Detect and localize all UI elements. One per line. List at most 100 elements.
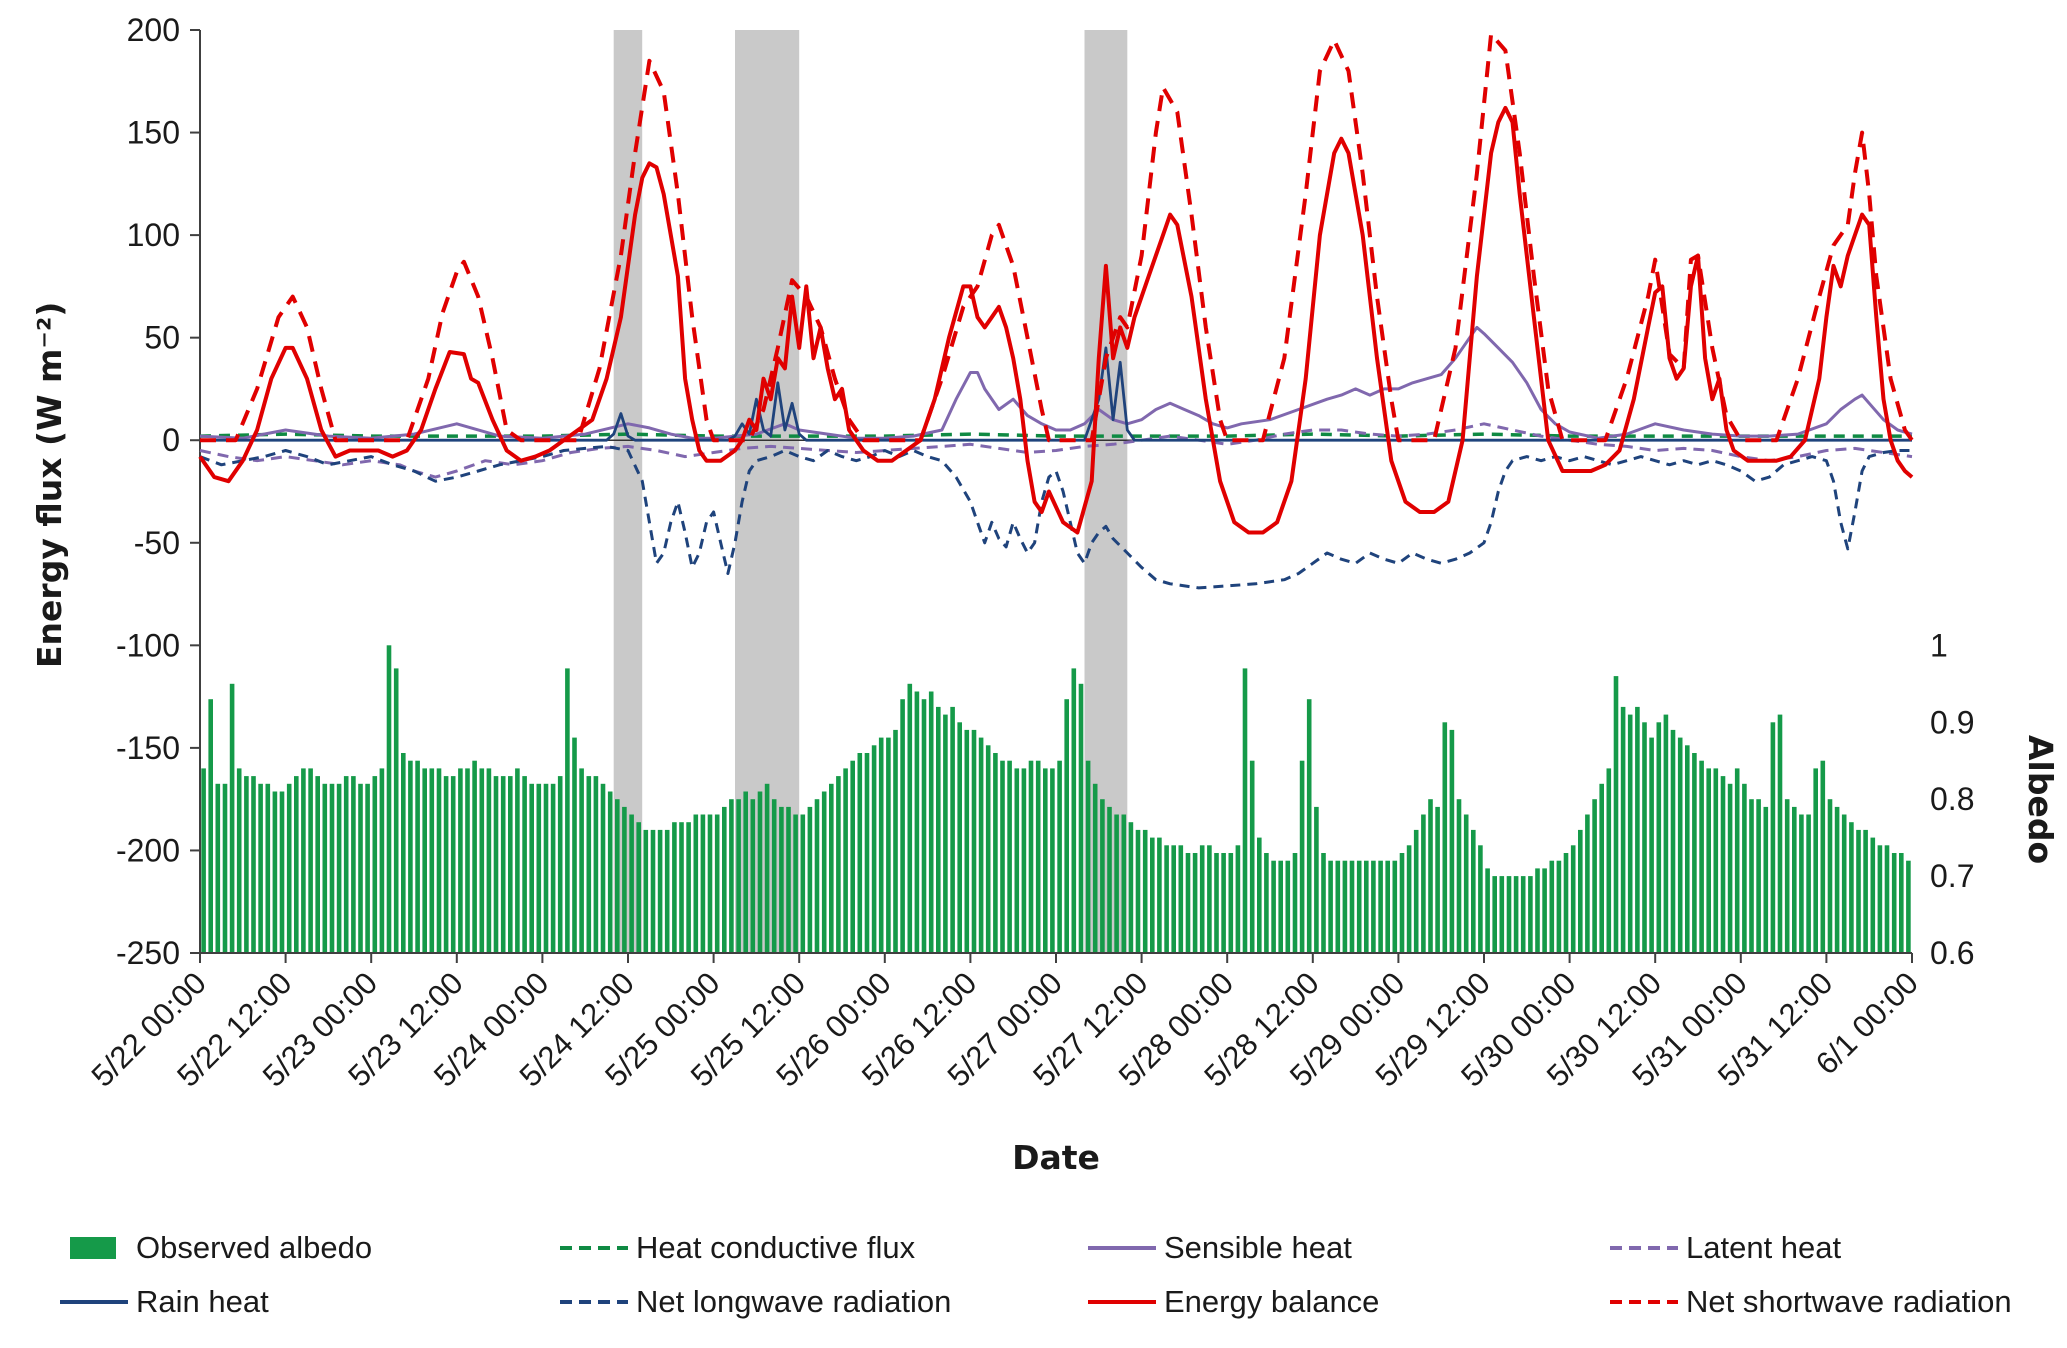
albedo-bar [1349, 860, 1355, 953]
albedo-bar [1235, 845, 1241, 953]
albedo-bar [936, 706, 941, 953]
albedo-bar [500, 776, 506, 953]
albedo-bar [1642, 722, 1647, 954]
legend-label: Observed albedo [136, 1230, 373, 1265]
albedo-bar [1891, 853, 1897, 953]
y-tick-label: 0 [162, 422, 180, 458]
albedo-bar [886, 737, 891, 953]
albedo-bar [871, 745, 877, 953]
albedo-bar [1192, 853, 1198, 953]
albedo-bar [1335, 860, 1341, 953]
albedo-bar [301, 768, 306, 953]
y-tick-label: 200 [127, 12, 180, 48]
albedo-bar [515, 768, 520, 953]
albedo-bar [1870, 837, 1876, 953]
albedo-bar [1792, 806, 1797, 953]
albedo-bar [686, 822, 691, 953]
albedo-bar [236, 768, 242, 953]
albedo-bar [201, 768, 206, 953]
albedo-bar [208, 699, 213, 953]
albedo-bar [401, 753, 406, 953]
albedo-bar [1520, 876, 1526, 953]
line-swatch-icon [1088, 1246, 1156, 1250]
albedo-bar [1756, 799, 1761, 953]
albedo-bar [657, 829, 663, 953]
albedo-bar [536, 783, 542, 953]
albedo-bar [1863, 829, 1868, 953]
albedo-bar [793, 814, 798, 953]
albedo-bar [286, 783, 292, 953]
albedo-bar [736, 799, 741, 953]
y-tick-label: -50 [134, 525, 180, 561]
albedo-bar [1442, 722, 1448, 954]
albedo-bar [1385, 860, 1390, 953]
albedo-bar [1513, 876, 1519, 953]
albedo-bar [1428, 799, 1433, 953]
albedo-bar [1456, 799, 1462, 953]
line-swatch-icon [1088, 1300, 1156, 1304]
albedo-bar [1692, 753, 1697, 953]
albedo-bar [1727, 783, 1733, 953]
legend-item-sensible-heat: Sensible heat [1086, 1230, 1608, 1266]
albedo-bar [1478, 845, 1483, 953]
albedo-bar [771, 799, 777, 953]
albedo-bar [600, 783, 606, 953]
albedo-bar [1328, 860, 1333, 953]
albedo-bar [1635, 706, 1640, 953]
albedo-bar [1107, 806, 1112, 953]
albedo-bar [1849, 822, 1854, 953]
albedo-bar [629, 814, 634, 953]
albedo-bar [1806, 814, 1811, 953]
albedo-bar [1128, 822, 1134, 953]
series-latent-heat [199, 422, 1913, 479]
albedo-bar-swatch-icon [70, 1237, 116, 1259]
albedo-bar [408, 760, 413, 953]
albedo-bar [329, 783, 335, 953]
albedo-bar [1699, 760, 1704, 953]
albedo-bar [1185, 853, 1191, 953]
albedo-bar [1777, 714, 1783, 953]
albedo-bar [1007, 760, 1012, 953]
chart-legend: Observed albedo Heat conductive flux Sensi… [58, 1230, 2012, 1320]
albedo-bar [1742, 783, 1747, 953]
legend-label: Rain heat [136, 1284, 269, 1319]
albedo-bar [636, 822, 641, 953]
albedo-bar [1043, 768, 1048, 953]
albedo-bar [572, 737, 577, 953]
albedo-bar [1228, 853, 1234, 953]
albedo-bar [1178, 845, 1184, 953]
y-tick-label: 50 [144, 320, 180, 356]
albedo-bar [1435, 806, 1440, 953]
albedo-bar [1114, 814, 1119, 953]
y-tick-label: -100 [116, 627, 180, 663]
albedo-bar [1556, 860, 1562, 953]
albedo-bar [1199, 845, 1205, 953]
albedo-bar [943, 714, 948, 953]
albedo-bar [465, 768, 470, 953]
albedo-bar [1406, 845, 1412, 953]
albedo-bar [914, 691, 920, 953]
albedo-bar [1249, 760, 1255, 953]
albedo-bar [1171, 845, 1176, 953]
albedo-bar [1592, 799, 1597, 953]
legend-label: Latent heat [1686, 1230, 1842, 1265]
albedo-bar [1278, 860, 1283, 953]
albedo-bar [458, 768, 463, 953]
line-swatch-icon [1610, 1300, 1678, 1304]
albedo-bar [1271, 860, 1276, 953]
rain-shading-band [613, 30, 643, 953]
albedo-bar [643, 829, 649, 953]
albedo-bar [1613, 676, 1619, 953]
albedo-bar [1856, 829, 1861, 953]
albedo-bar [1021, 768, 1027, 953]
legend-label: Heat conductive flux [636, 1230, 916, 1265]
albedo-bar [1092, 783, 1098, 953]
albedo-bar [422, 768, 427, 953]
legend-item-heat-conductive-flux: Heat conductive flux [558, 1230, 1086, 1266]
albedo-bar [315, 776, 320, 953]
albedo-bar [1085, 760, 1091, 953]
albedo-bar [1257, 837, 1262, 953]
albedo-bar [1214, 853, 1219, 953]
albedo-bar [693, 814, 699, 953]
albedo-bar [1071, 668, 1077, 953]
